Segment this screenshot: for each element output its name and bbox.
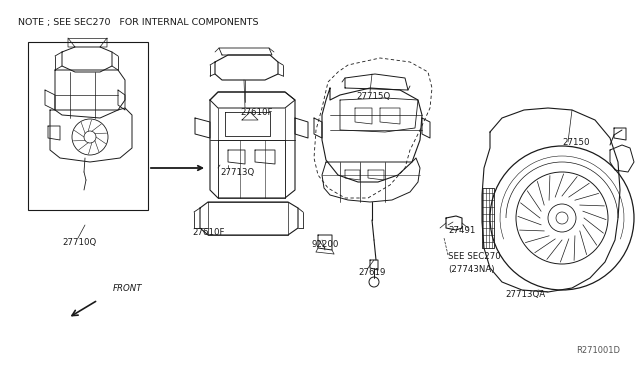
Text: 27491: 27491 [448, 226, 476, 235]
Text: NOTE ; SEE SEC270   FOR INTERNAL COMPONENTS: NOTE ; SEE SEC270 FOR INTERNAL COMPONENT… [18, 18, 259, 27]
Text: 27619: 27619 [358, 268, 385, 277]
Text: 27610F: 27610F [240, 108, 273, 117]
Text: (27743NA): (27743NA) [448, 265, 495, 274]
Text: SEE SEC270: SEE SEC270 [448, 252, 500, 261]
Text: R271001D: R271001D [576, 346, 620, 355]
Text: 27713Q: 27713Q [220, 168, 254, 177]
Text: 92200: 92200 [312, 240, 339, 249]
Text: 27710Q: 27710Q [62, 238, 96, 247]
Text: 27713QA: 27713QA [505, 290, 545, 299]
Bar [28, 42, 148, 210]
Text: FRONT: FRONT [113, 284, 143, 293]
Text: 27150: 27150 [562, 138, 589, 147]
Text: 27715Q: 27715Q [356, 92, 390, 101]
Text: 27610F: 27610F [192, 228, 225, 237]
